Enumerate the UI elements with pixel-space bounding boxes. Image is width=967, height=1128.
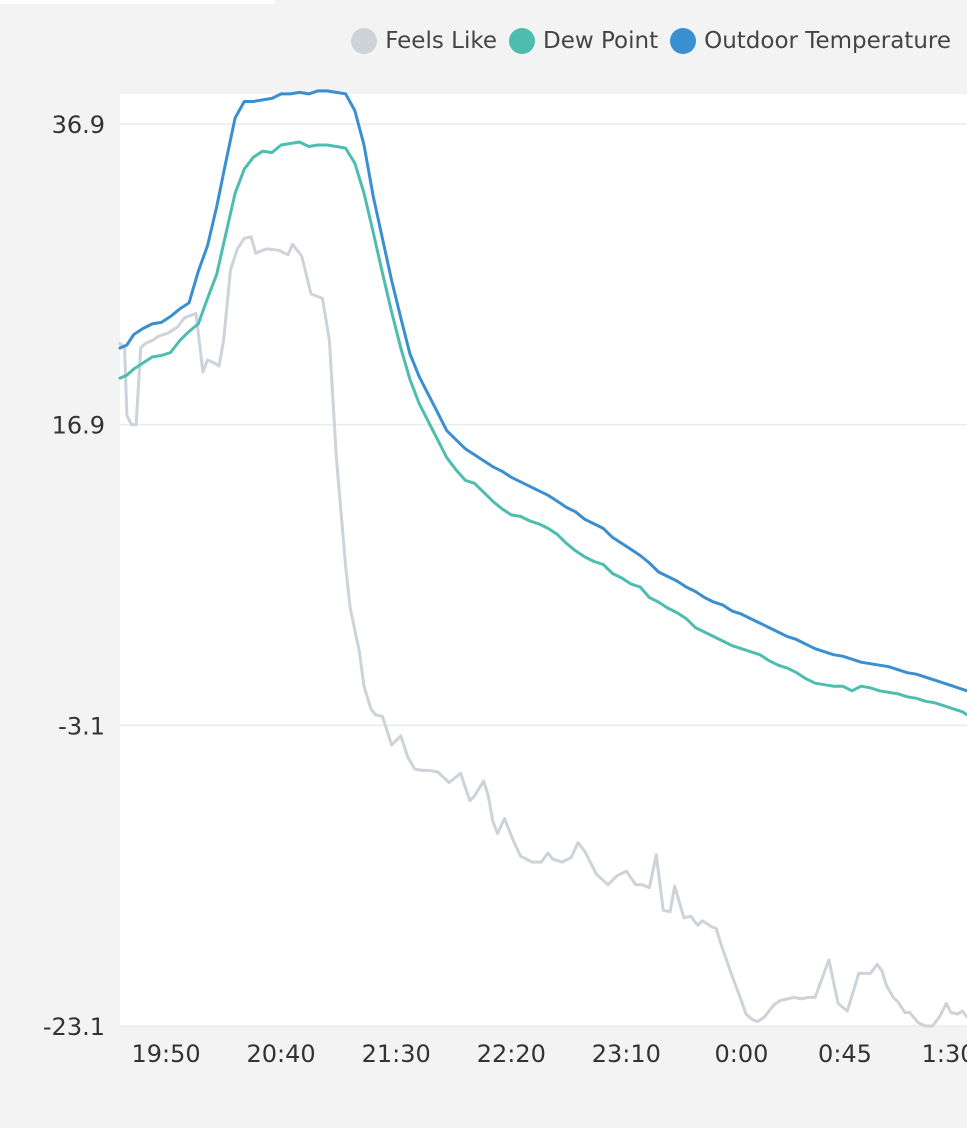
legend-item-dew-point[interactable]: Dew Point xyxy=(509,28,658,54)
x-tick-label: 0:45 xyxy=(818,1040,872,1068)
legend-label-feels-like: Feels Like xyxy=(385,28,497,54)
legend-swatch-outdoor-temperature xyxy=(670,28,697,54)
series-line-feels-like[interactable] xyxy=(118,235,967,1028)
x-tick-label: 19:50 xyxy=(131,1040,200,1068)
y-tick-label: 16.9 xyxy=(52,412,105,440)
y-tick-label: -3.1 xyxy=(58,712,105,740)
grid-lines xyxy=(120,123,967,1027)
x-tick-label: 0:00 xyxy=(714,1040,768,1068)
legend-swatch-dew-point xyxy=(509,28,535,54)
x-tick-label: 21:30 xyxy=(362,1040,431,1068)
series-lines xyxy=(118,89,967,1028)
y-axis-ticks: 36.9 16.9 -3.1 -23.1 xyxy=(43,111,105,1041)
legend-item-outdoor-temperature[interactable]: Outdoor Temperature xyxy=(670,28,951,54)
series-line-outdoor-temperature[interactable] xyxy=(118,89,967,693)
x-tick-label: 23:10 xyxy=(592,1040,661,1068)
chart-legend: Feels Like Dew Point Outdoor Temperature xyxy=(351,28,951,54)
series-line-dew-point[interactable] xyxy=(118,140,967,717)
y-tick-label: 36.9 xyxy=(52,111,105,139)
top-bar xyxy=(0,0,275,4)
x-tick-label: 20:40 xyxy=(247,1040,316,1068)
x-axis-ticks: 19:50 20:40 21:30 22:20 23:10 0:00 0:45 1:30 xyxy=(131,1040,967,1068)
legend-swatch-feels-like xyxy=(351,28,378,54)
x-tick-label: 1:30 xyxy=(922,1040,967,1068)
y-tick-label: -23.1 xyxy=(43,1013,105,1041)
legend-label-outdoor-temperature: Outdoor Temperature xyxy=(704,28,951,54)
x-tick-label: 22:20 xyxy=(477,1040,546,1068)
legend-label-dew-point: Dew Point xyxy=(543,28,659,54)
legend-item-feels-like[interactable]: Feels Like xyxy=(351,28,497,54)
